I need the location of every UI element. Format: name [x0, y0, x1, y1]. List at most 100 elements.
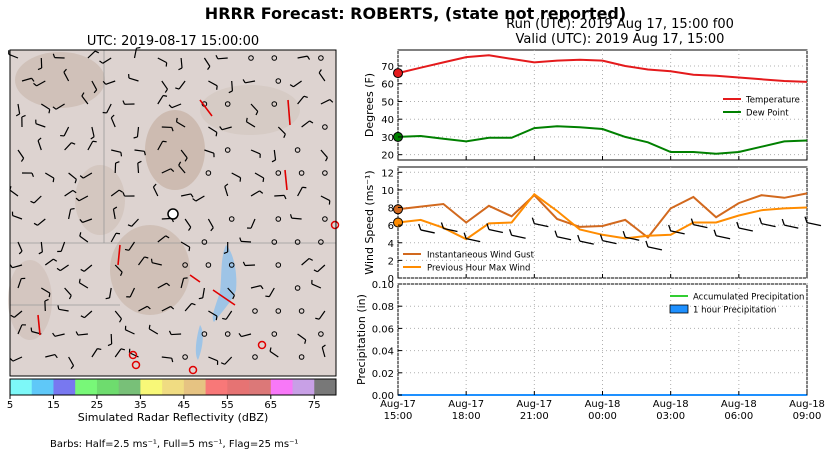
y-axis-label: Wind Speed (ms⁻¹) — [363, 170, 376, 274]
wind-barb-flag — [781, 218, 785, 226]
wind-barb-flag — [107, 343, 112, 347]
wind-barb — [112, 209, 116, 220]
wind-barb — [110, 232, 117, 243]
wind-barb — [17, 324, 23, 335]
legend-label: Instantaneous Wind Gust — [427, 251, 535, 261]
colorbar-tick-label: 5 — [7, 400, 13, 411]
calm-wind-marker — [224, 331, 231, 337]
legend-label: Dew Point — [746, 109, 789, 119]
wind-barb — [180, 241, 191, 248]
wind-barb-flag — [259, 190, 264, 194]
wind-barb — [317, 264, 326, 273]
wind-barb — [556, 236, 572, 241]
wind-barb — [246, 121, 256, 128]
wind-barb — [134, 149, 145, 152]
figure-title: HRRR Forecast: ROBERTS, (state not repor… — [204, 4, 627, 23]
wind-barb-flag — [223, 251, 228, 254]
y-axis-label: Precipitation (in) — [355, 294, 368, 385]
warning-outline — [284, 169, 288, 191]
terrain-shade — [200, 85, 300, 135]
wind-barb — [77, 333, 88, 336]
wind-barb — [231, 80, 234, 92]
wind-barb-flag — [508, 229, 513, 236]
wind-barb-flag — [79, 175, 84, 179]
colorbar-cell — [162, 379, 185, 395]
wind-barb-flag — [165, 235, 170, 239]
wind-barb — [78, 195, 89, 202]
wind-barb-flag — [105, 297, 110, 300]
y-tick-label: 50 — [381, 97, 394, 108]
wind-barb — [203, 57, 211, 67]
calm-wind-marker — [318, 331, 324, 337]
y-tick-label: 30 — [381, 133, 394, 144]
wind-barb-flag — [178, 161, 182, 166]
wind-barb — [55, 103, 65, 110]
wind-barb — [224, 356, 233, 365]
wind-barb-flag — [164, 88, 168, 93]
wind-barb-flag — [120, 152, 123, 157]
wind-barb — [291, 217, 302, 220]
wind-barb — [110, 189, 120, 197]
wind-barb — [138, 305, 148, 312]
wind-barb-flag — [232, 295, 235, 300]
wind-barb — [148, 328, 159, 335]
colorbar-cell — [53, 379, 76, 395]
colorbar-label: Simulated Radar Reflectivity (dBZ) — [78, 411, 269, 424]
wind-barb — [579, 240, 594, 245]
legend-label: Previous Hour Max Wind — [427, 264, 530, 274]
wind-barb-flag — [75, 331, 79, 336]
wind-barb — [128, 241, 135, 251]
y-tick-label: 0.06 — [372, 324, 394, 335]
x-tick-date-label: Aug-17 — [516, 399, 552, 410]
wind-barb — [268, 287, 275, 297]
wind-barb — [138, 256, 145, 266]
wind-barb — [105, 80, 116, 85]
wind-barb — [301, 258, 310, 266]
wind-barb — [45, 353, 56, 358]
calm-wind-marker — [298, 170, 305, 176]
wind-barb — [84, 310, 93, 319]
wind-barb — [250, 103, 259, 112]
wind-barb-flag — [265, 295, 270, 298]
wind-barb — [670, 230, 685, 235]
wind-barb-flag — [21, 114, 26, 118]
wind-barb — [137, 162, 140, 174]
wind-barb-flag — [191, 302, 196, 306]
calm-wind-marker — [275, 78, 282, 84]
wind-barb-flag — [115, 232, 121, 235]
wind-barb-flag — [68, 295, 72, 300]
warning-outline — [212, 289, 236, 306]
wind-barb-flag — [70, 365, 75, 370]
wind-barb-flag — [175, 87, 180, 90]
wind-barb-flag — [31, 172, 34, 178]
wind-barb-flag — [289, 214, 293, 219]
wind-barb-flag — [44, 298, 49, 302]
wind-barb-flag — [152, 183, 157, 188]
wind-barb — [91, 80, 98, 91]
wind-barb-flag — [33, 222, 38, 226]
colorbar-tick-label: 45 — [177, 400, 190, 411]
wind-barb — [12, 264, 23, 269]
terrain-shade — [110, 225, 190, 315]
colorbar-frame — [9, 378, 337, 396]
wind-barb-flag — [90, 136, 95, 140]
calm-wind-marker — [271, 101, 278, 107]
wind-barb-flag — [56, 267, 61, 272]
wind-barb-flag — [115, 161, 120, 164]
wind-barb-flag — [146, 305, 151, 310]
y-tick-label: 8 — [388, 204, 394, 215]
wind-barb — [466, 238, 481, 243]
wind-barb — [68, 209, 72, 220]
wind-barb — [54, 333, 65, 337]
map-title: UTC: 2019-08-17 15:00:00 — [86, 34, 260, 49]
calm-wind-marker — [228, 216, 235, 222]
map-panel — [8, 46, 340, 377]
wind-barb — [44, 172, 55, 179]
wind-barb-flag — [440, 222, 445, 229]
wind-barb-flag — [599, 234, 604, 241]
wind-barb-flag — [215, 316, 218, 321]
wind-barb — [35, 123, 46, 128]
wind-barb-flag — [255, 111, 259, 116]
calm-wind-marker — [182, 354, 188, 360]
